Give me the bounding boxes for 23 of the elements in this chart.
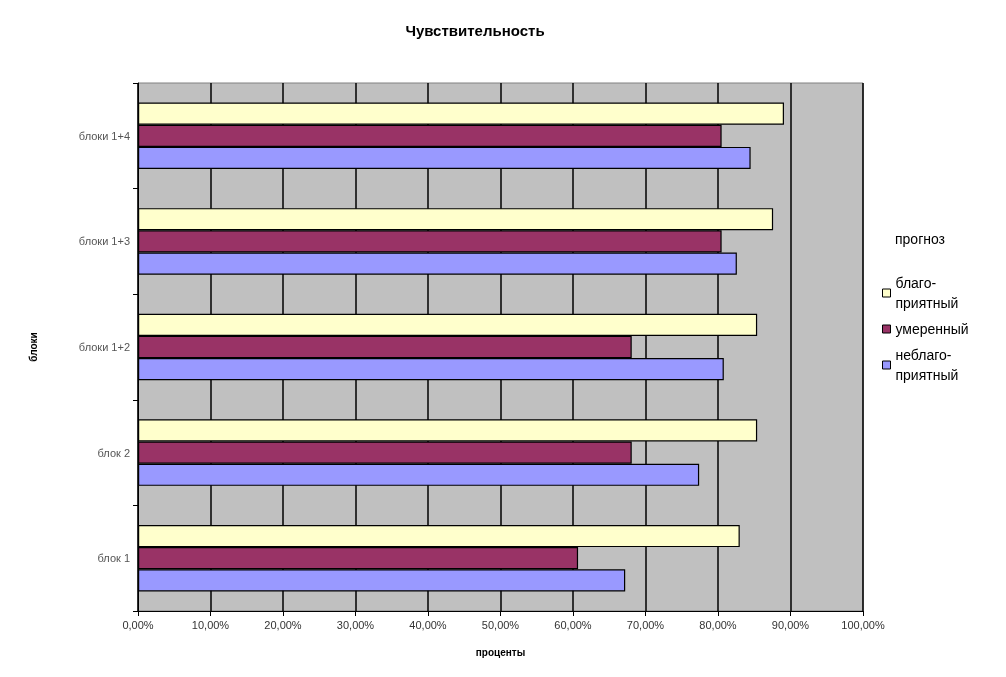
x-tick-label: 80,00%: [699, 618, 737, 631]
x-tick-label: 50,00%: [481, 618, 520, 631]
x-tick-label: 100,00%: [841, 618, 885, 631]
x-tick-label: 40,00%: [409, 618, 447, 631]
x-tick-label: 60,00%: [554, 618, 592, 631]
y-tick-label: блок 2: [97, 446, 130, 459]
x-tick-label: 0,00%: [122, 618, 154, 631]
x-tick-label: 70,00%: [626, 618, 665, 631]
y-tick-label: блоки 1+3: [78, 235, 130, 248]
y-axis-title: блоки: [27, 332, 39, 362]
y-tick-label: блок 1: [97, 552, 130, 565]
chart-title: Чувствительность: [405, 22, 545, 39]
x-tick-label: 10,00%: [191, 618, 230, 631]
x-tick-label: 90,00%: [771, 618, 810, 631]
x-axis-title: проценты: [475, 646, 526, 658]
y-tick-label: блоки 1+4: [78, 129, 130, 142]
legend-title: прогноз: [895, 231, 946, 247]
legend-label: неблаго-приятный: [895, 347, 959, 383]
x-tick-label: 20,00%: [264, 618, 302, 631]
legend-label: умеренный: [895, 321, 969, 337]
legend-label: благо-приятный: [895, 275, 959, 311]
x-tick-label: 30,00%: [336, 618, 375, 631]
y-tick-label: блоки 1+2: [78, 341, 130, 353]
